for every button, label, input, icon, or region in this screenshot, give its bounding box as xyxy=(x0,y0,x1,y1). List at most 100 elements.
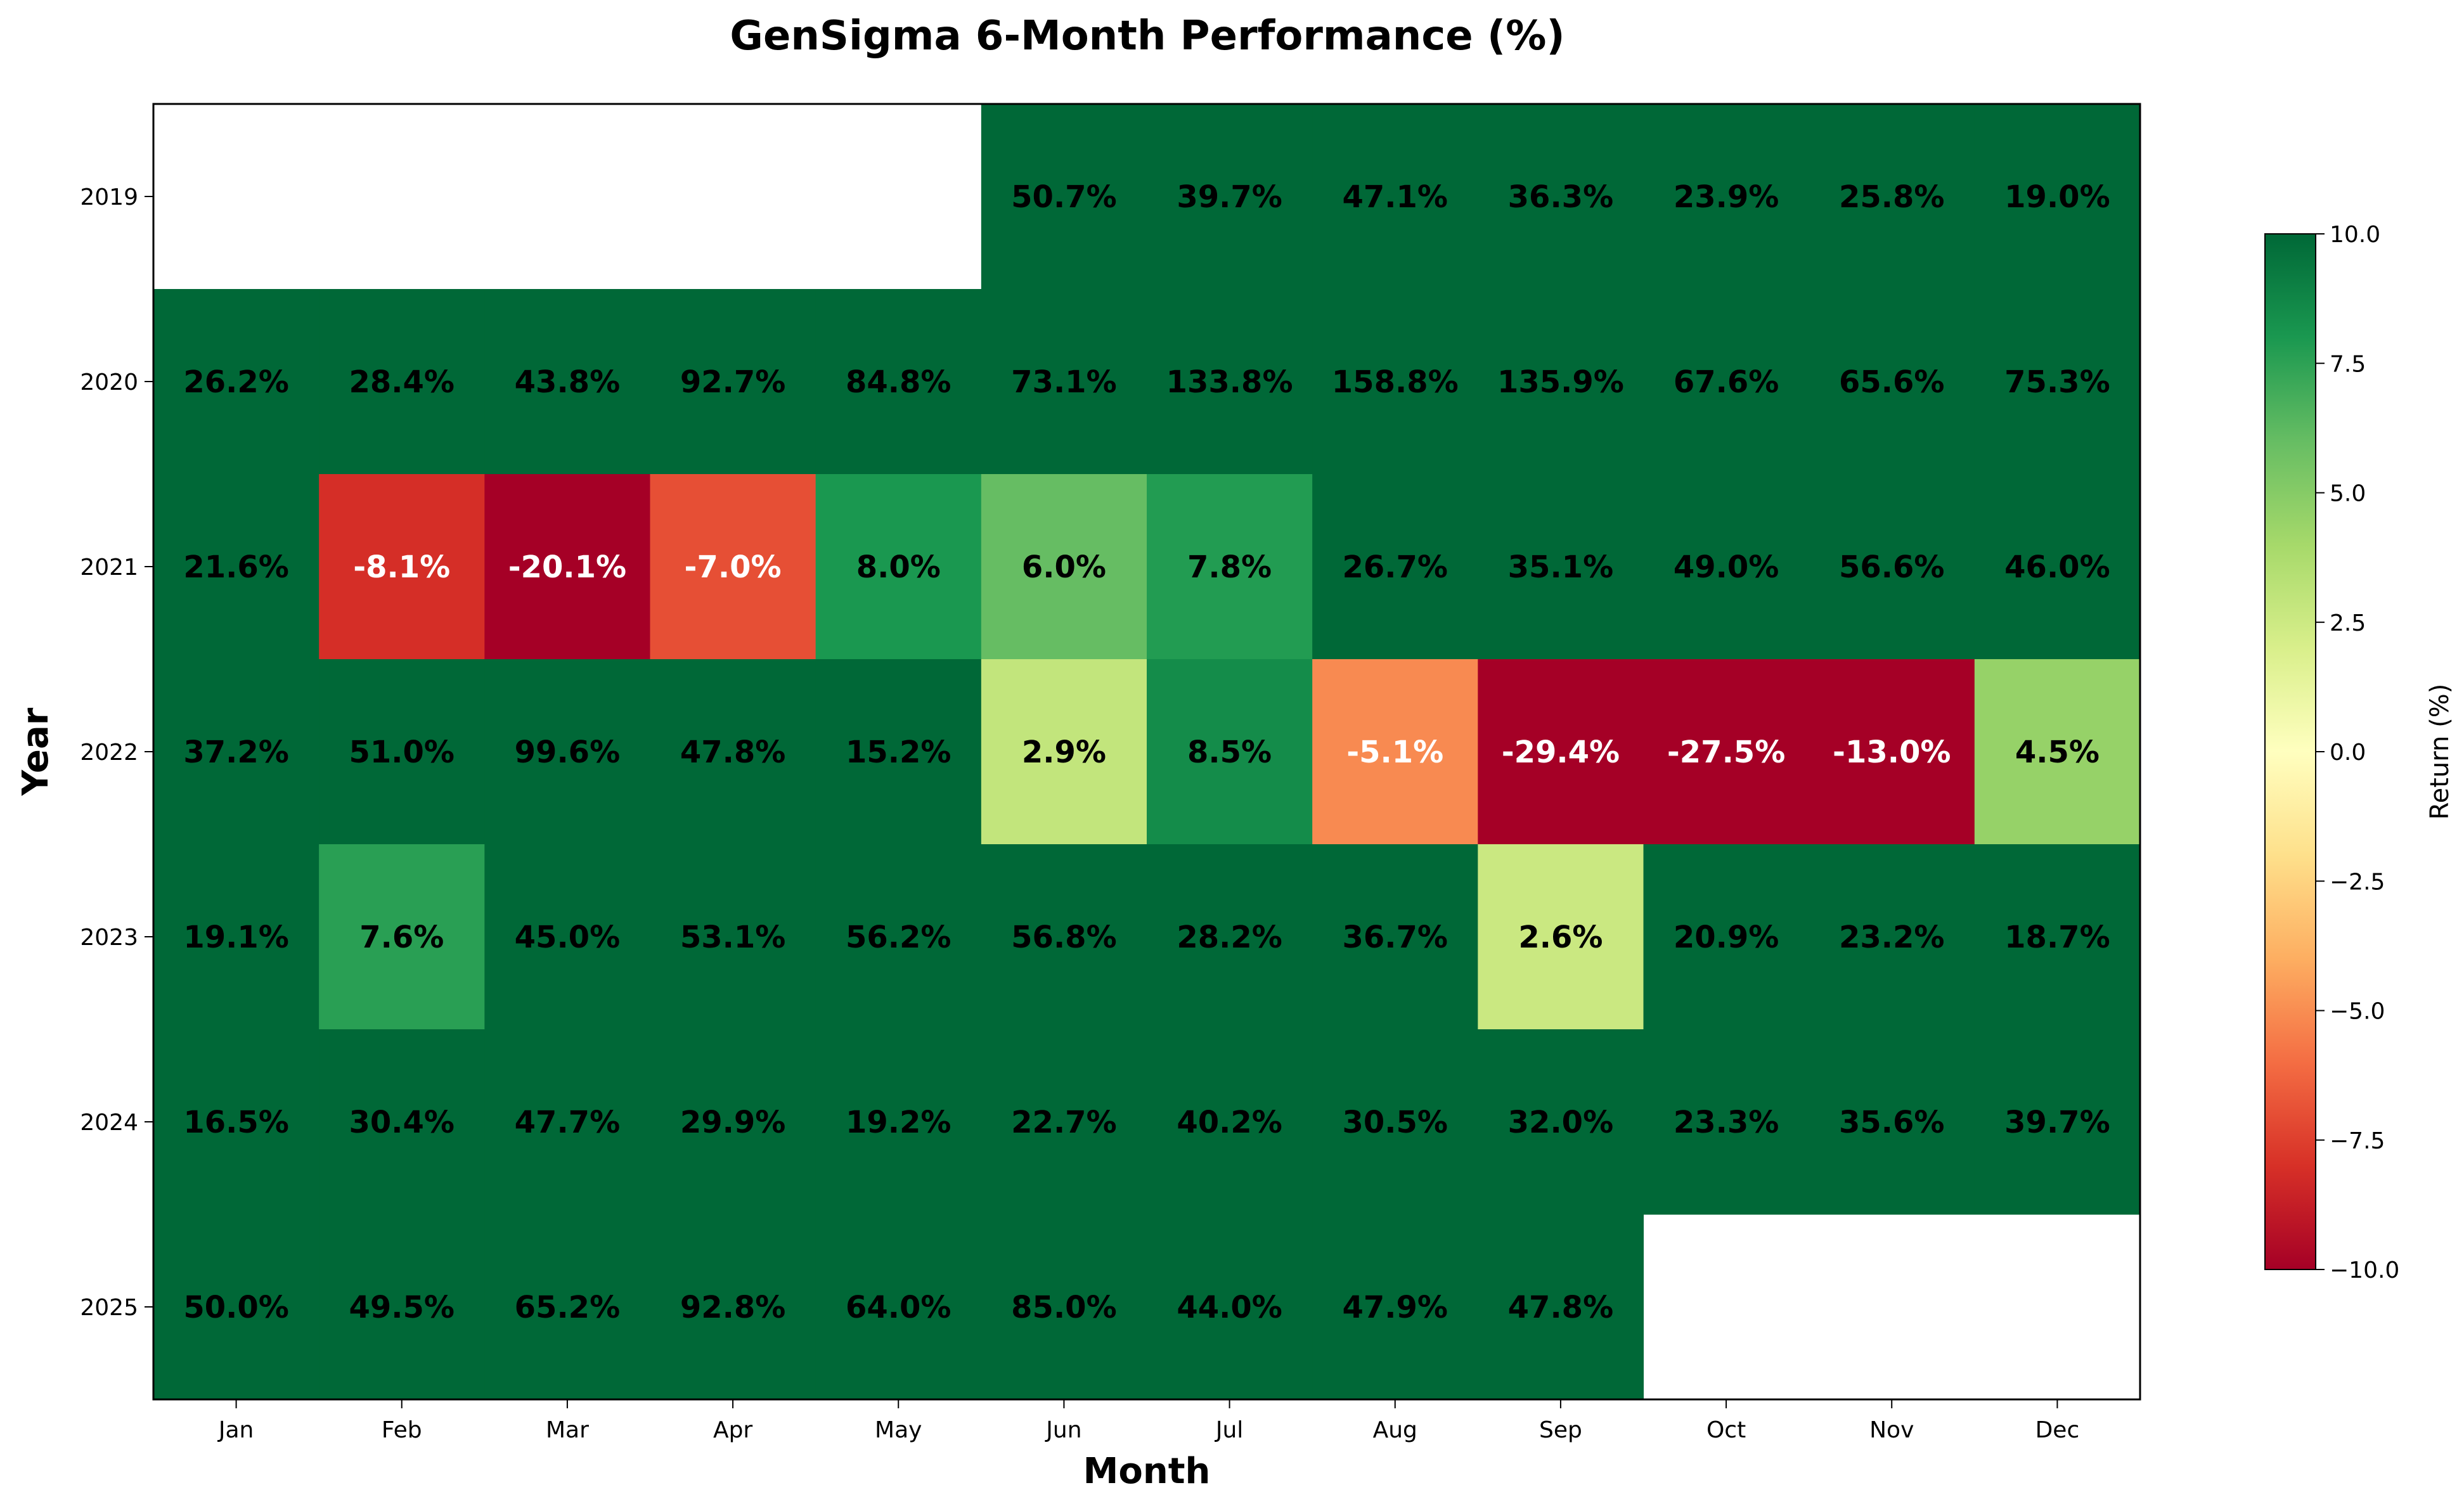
cell-label: 47.8% xyxy=(680,735,786,770)
cell-label: 2.6% xyxy=(1518,920,1603,955)
cell-label: 47.7% xyxy=(515,1105,621,1140)
heatmap-cell xyxy=(153,474,319,660)
cell-label: -8.1% xyxy=(353,550,450,585)
heatmap-cell xyxy=(1478,1029,1644,1215)
cell-label: 92.7% xyxy=(680,364,786,400)
cell-label: 23.9% xyxy=(1674,179,1779,215)
cell-label: 65.2% xyxy=(515,1290,621,1325)
cell-label: 7.6% xyxy=(359,920,444,955)
cell-label: 73.1% xyxy=(1011,364,1117,400)
heatmap-cell xyxy=(1643,474,1810,660)
heatmap-cell xyxy=(1147,1029,1313,1215)
heatmap-cell xyxy=(319,474,485,660)
heatmap-cell xyxy=(815,659,982,845)
cell-label: 47.1% xyxy=(1342,179,1448,215)
cell-label: 22.7% xyxy=(1011,1105,1117,1140)
cell-label: 65.6% xyxy=(1839,364,1945,400)
heatmap-cell xyxy=(981,1029,1147,1215)
colorbar xyxy=(2264,233,2316,1270)
cell-label: 50.0% xyxy=(183,1290,289,1325)
x-tick-label: Nov xyxy=(1869,1417,1914,1443)
cell-label: 46.0% xyxy=(2004,550,2110,585)
heatmap-cell xyxy=(650,844,816,1030)
heatmap-cell xyxy=(319,1029,485,1215)
cell-label: 85.0% xyxy=(1011,1290,1117,1325)
heatmap-cell xyxy=(981,1214,1147,1400)
y-tick-label: 2023 xyxy=(80,925,138,951)
x-tick-label: Jun xyxy=(1045,1417,1081,1443)
heatmap-cell xyxy=(650,474,816,660)
heatmap-cell xyxy=(981,844,1147,1030)
cell-label: 21.6% xyxy=(183,550,289,585)
cell-label: 35.6% xyxy=(1839,1105,1945,1140)
heatmap-cell xyxy=(319,844,485,1030)
cell-label: 56.6% xyxy=(1839,550,1945,585)
cell-label: 25.8% xyxy=(1839,179,1945,215)
cell-label: 6.0% xyxy=(1022,550,1106,585)
heatmap-cell xyxy=(1809,844,1975,1030)
heatmap-cell xyxy=(650,289,816,475)
cell-label: 64.0% xyxy=(846,1290,951,1325)
cell-label: 158.8% xyxy=(1332,364,1459,400)
cell-label: 47.8% xyxy=(1508,1290,1614,1325)
cell-label: 7.8% xyxy=(1187,550,1272,585)
y-axis: 2019 2020 2021 2022 2023 2024 2025 xyxy=(80,184,153,1321)
x-axis-label: Month xyxy=(1083,1451,1211,1492)
cell-label: 26.7% xyxy=(1342,550,1448,585)
heatmap-cell xyxy=(815,289,982,475)
heatmap-cell xyxy=(1147,844,1313,1030)
x-tick-label: Oct xyxy=(1706,1417,1746,1443)
heatmap-cell xyxy=(153,289,319,475)
cell-label: 135.9% xyxy=(1497,364,1624,400)
heatmap-cell xyxy=(1478,474,1644,660)
cell-label: -7.0% xyxy=(685,550,782,585)
heatmap-cell xyxy=(484,1029,650,1215)
cell-label: 16.5% xyxy=(183,1105,289,1140)
cell-label: 29.9% xyxy=(680,1105,786,1140)
heatmap-cell xyxy=(1643,104,1810,290)
cell-label: 39.7% xyxy=(1177,179,1282,215)
y-tick-label: 2025 xyxy=(80,1295,138,1321)
cell-label: 18.7% xyxy=(2004,920,2110,955)
heatmap-cell xyxy=(1643,659,1810,845)
heatmap-cell xyxy=(1478,659,1644,845)
heatmap-cell xyxy=(650,1214,816,1400)
heatmap-cell xyxy=(1643,844,1810,1030)
x-tick-label: Aug xyxy=(1373,1417,1417,1443)
cell-label: 49.5% xyxy=(349,1290,455,1325)
cell-label: 36.7% xyxy=(1342,920,1448,955)
x-tick-label: Jul xyxy=(1215,1417,1243,1443)
cell-label: 8.5% xyxy=(1187,735,1272,770)
heatmap-cell xyxy=(1809,1029,1975,1215)
cell-label: 51.0% xyxy=(349,735,455,770)
heatmap-cell xyxy=(981,289,1147,475)
heatmap-cell xyxy=(1147,474,1313,660)
cell-label: 133.8% xyxy=(1166,364,1293,400)
heatmap-cell xyxy=(484,474,650,660)
heatmap-cell xyxy=(1974,474,2141,660)
heatmap-cell xyxy=(1312,474,1478,660)
y-tick-label: 2020 xyxy=(80,370,138,395)
heatmap-cell xyxy=(815,844,982,1030)
cell-label: 15.2% xyxy=(846,735,951,770)
cell-label: 40.2% xyxy=(1177,1105,1282,1140)
colorbar-tick-label: 0.0 xyxy=(2330,740,2366,766)
cell-label: 56.2% xyxy=(846,920,951,955)
colorbar-label: Return (%) xyxy=(2425,684,2454,820)
colorbar-tick-label: −5.0 xyxy=(2330,999,2385,1025)
y-axis-label: Year xyxy=(15,707,56,796)
heatmap-cell xyxy=(1974,659,2141,845)
cell-label: 26.2% xyxy=(183,364,289,400)
heatmap-cell xyxy=(153,1214,319,1400)
cell-label: 67.6% xyxy=(1674,364,1779,400)
heatmap-cell xyxy=(319,1214,485,1400)
cell-label: 39.7% xyxy=(2004,1105,2110,1140)
cell-label: -5.1% xyxy=(1346,735,1443,770)
y-tick-label: 2024 xyxy=(80,1110,138,1136)
cell-label: 19.0% xyxy=(2004,179,2110,215)
cell-label: 28.4% xyxy=(349,364,455,400)
cell-label: -13.0% xyxy=(1833,735,1951,770)
heatmap-cell xyxy=(1809,474,1975,660)
heatmap-cell xyxy=(1478,104,1644,290)
heatmap-cell xyxy=(1312,104,1478,290)
